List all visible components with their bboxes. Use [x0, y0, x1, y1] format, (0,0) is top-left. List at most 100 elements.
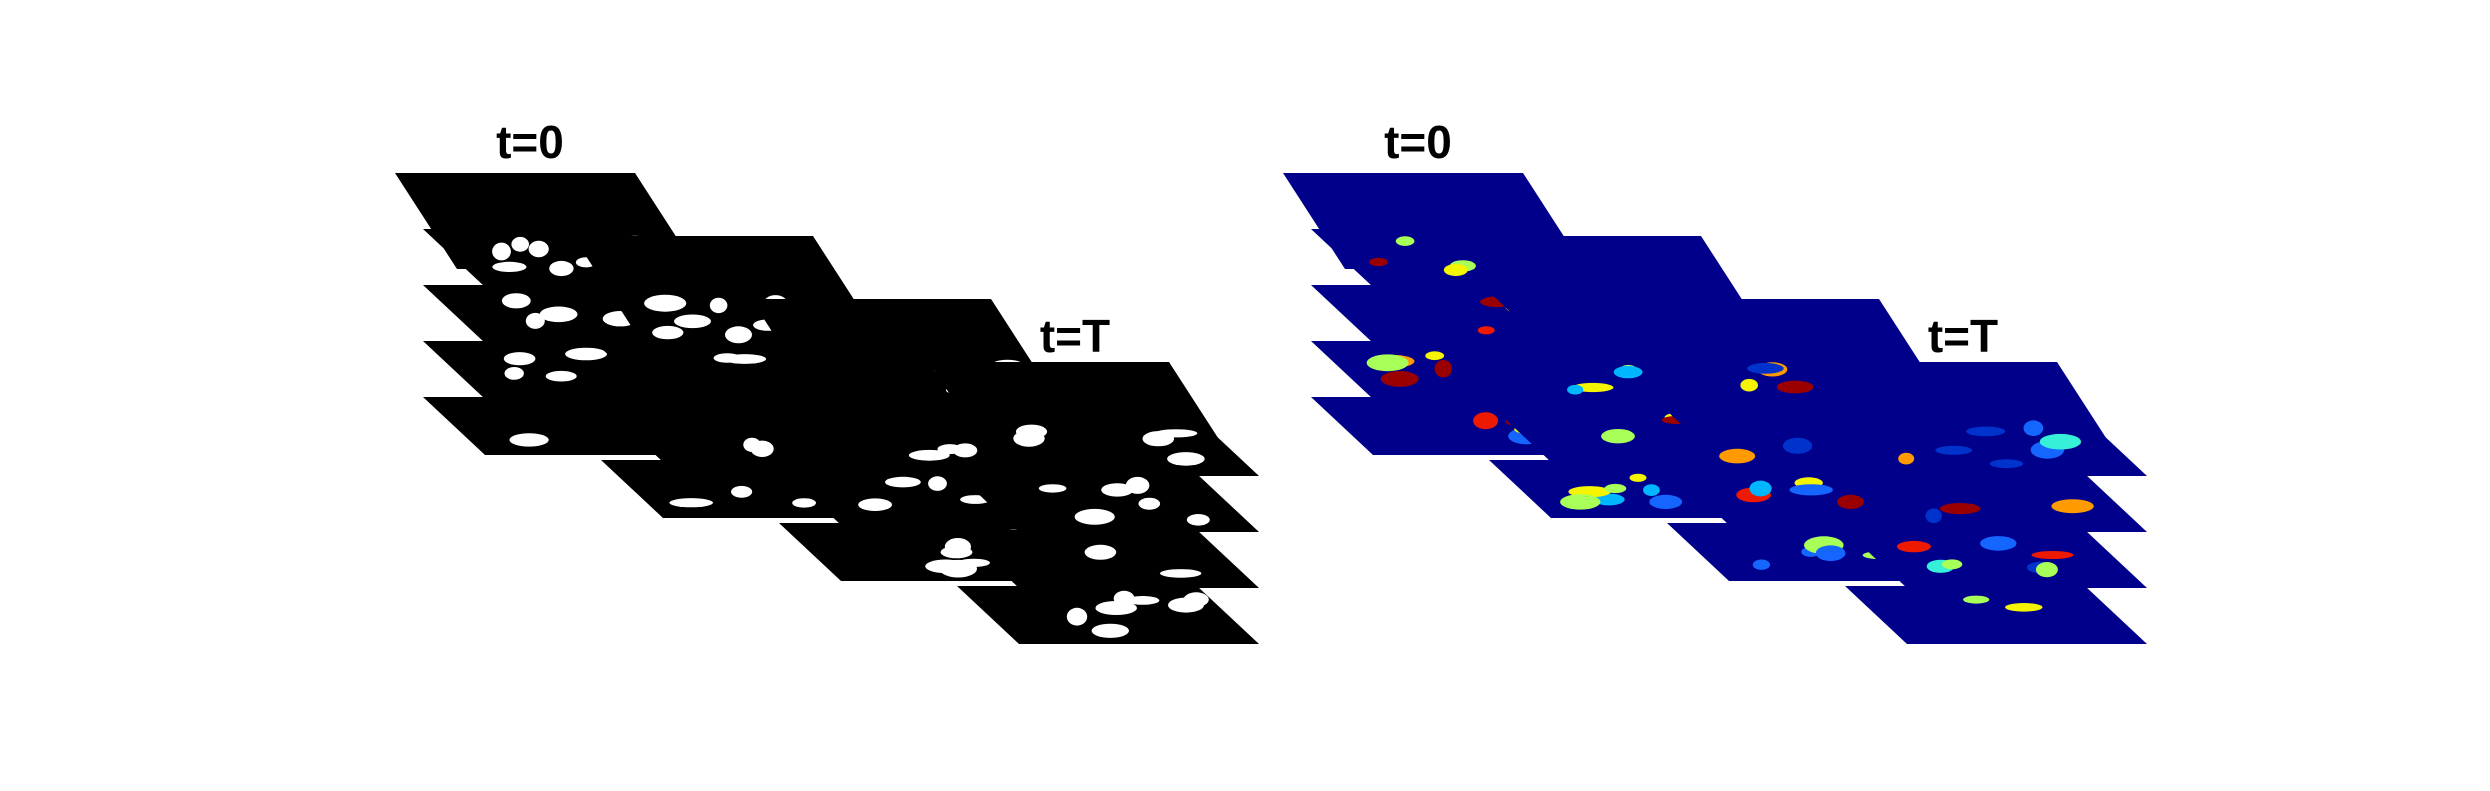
- cell-blob: [709, 297, 728, 314]
- cell-blob: [2005, 603, 2043, 612]
- cell-blob: [858, 498, 892, 512]
- cell-blob: [2035, 562, 2058, 578]
- cell-blob: [2023, 420, 2044, 437]
- cell-blob: [503, 352, 536, 366]
- cell-blob: [1941, 559, 1963, 570]
- cell-blob: [1477, 326, 1495, 335]
- cell-blob: [565, 347, 608, 361]
- cell-blob: [1789, 484, 1833, 496]
- cell-blob: [1980, 536, 2017, 551]
- cell-blob: [545, 370, 577, 382]
- cell-blob: [1160, 569, 1202, 578]
- cell-blob: [1101, 483, 1134, 497]
- cell-blob: [669, 498, 713, 508]
- cell-blob: [549, 260, 574, 277]
- cell-blob: [928, 476, 947, 491]
- right-panel-end-label: t=T: [1928, 310, 1998, 362]
- slice-plane: [1845, 418, 2147, 476]
- cell-blob: [1138, 497, 1161, 510]
- left-panel-start-label: t=0: [496, 116, 564, 168]
- right-panel-start-label: t=0: [1384, 116, 1452, 168]
- cell-blob: [1154, 429, 1198, 438]
- cell-blob: [1183, 592, 1209, 607]
- cell-blob: [1366, 354, 1409, 372]
- cell-blob: [1989, 459, 2024, 469]
- cell-blob: [644, 294, 687, 312]
- cell-blob: [1925, 508, 1942, 524]
- cell-blob: [1963, 595, 1990, 604]
- cell-blob: [743, 437, 761, 452]
- cell-blob: [1095, 601, 1137, 615]
- cell-blob: [1815, 545, 1846, 561]
- cell-blob: [1084, 544, 1117, 560]
- cell-blob: [674, 314, 711, 329]
- binary-mask-panel: [395, 173, 1259, 644]
- cell-blob: [792, 498, 816, 508]
- slice-plane: [1845, 474, 2147, 532]
- cell-blob: [713, 353, 741, 363]
- cell-blob: [492, 261, 527, 272]
- slice-stack: [929, 362, 1259, 644]
- cell-blob: [1395, 236, 1415, 246]
- cell-blob: [908, 449, 950, 461]
- cell-blob: [940, 546, 973, 559]
- cell-blob: [504, 367, 524, 380]
- cell-blob: [1091, 623, 1130, 638]
- cell-blob: [1740, 378, 1758, 392]
- cell-blob: [2039, 433, 2082, 450]
- cell-blob: [1125, 596, 1160, 605]
- cell-blob: [1601, 429, 1635, 444]
- cell-blob: [1567, 384, 1584, 395]
- cell-blob: [725, 326, 752, 344]
- cell-blob: [937, 444, 963, 455]
- cell-blob: [1380, 371, 1419, 387]
- cell-blob: [1747, 363, 1784, 374]
- cell-blob: [1939, 503, 1981, 515]
- cell-blob: [539, 306, 578, 323]
- labeled-instance-panel: [1283, 173, 2147, 644]
- slice-plane: [1845, 586, 2147, 644]
- cell-blob: [1425, 351, 1445, 361]
- cell-blob: [731, 485, 753, 498]
- cell-blob: [1752, 559, 1770, 570]
- cell-blob: [1837, 494, 1864, 509]
- cell-blob: [1896, 540, 1931, 553]
- cell-blob: [1643, 484, 1660, 496]
- cell-blob: [1015, 424, 1048, 439]
- cell-blob: [1167, 452, 1205, 466]
- slice-plane: [957, 474, 1259, 532]
- cell-blob: [1782, 437, 1813, 454]
- cell-blob: [509, 433, 549, 447]
- cell-blob: [1125, 476, 1150, 494]
- cell-blob: [1593, 493, 1625, 506]
- cell-blob: [1604, 483, 1627, 494]
- cell-blob: [1898, 452, 1915, 465]
- left-panel-end-label: t=T: [1040, 310, 1110, 362]
- cell-blob: [525, 312, 545, 329]
- slice-stack: [1817, 362, 2147, 644]
- cell-blob: [1074, 508, 1115, 525]
- cell-blob: [1066, 607, 1088, 626]
- cell-blob: [1749, 480, 1772, 497]
- cell-blob: [528, 240, 549, 258]
- cell-blob: [1186, 514, 1210, 526]
- cell-blob: [1038, 484, 1067, 493]
- cell-blob: [652, 325, 684, 340]
- cell-blob: [2051, 499, 2094, 514]
- cell-blob: [939, 559, 977, 578]
- cell-blob: [1473, 412, 1499, 430]
- cell-blob: [885, 476, 921, 488]
- cell-blob: [1560, 494, 1601, 510]
- cell-blob: [1649, 494, 1683, 509]
- cell-blob: [511, 236, 529, 252]
- cell-blob: [501, 293, 531, 309]
- cell-blob: [1935, 445, 1973, 455]
- cell-blob: [1369, 257, 1388, 267]
- cell-blob: [1719, 448, 1756, 464]
- cell-blob: [1776, 380, 1814, 394]
- cell-blob: [1613, 365, 1643, 379]
- cell-blob: [492, 242, 511, 261]
- cell-blob: [1966, 426, 2006, 437]
